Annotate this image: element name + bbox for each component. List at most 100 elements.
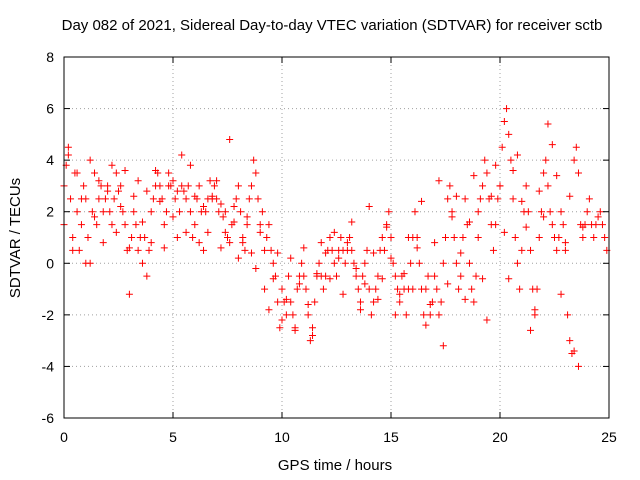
- data-point: [522, 182, 530, 190]
- data-point: [311, 298, 319, 306]
- data-point: [195, 239, 203, 247]
- data-point: [389, 259, 397, 267]
- data-point: [149, 195, 157, 203]
- data-point: [217, 200, 225, 208]
- data-point: [509, 166, 517, 174]
- data-point: [319, 285, 327, 293]
- data-point: [330, 259, 338, 267]
- data-point: [300, 244, 308, 252]
- data-point: [367, 311, 375, 319]
- data-point: [435, 177, 443, 185]
- data-point: [217, 244, 225, 252]
- data-point: [145, 246, 153, 254]
- data-point: [206, 177, 214, 185]
- data-point: [474, 234, 482, 241]
- data-point: [439, 342, 447, 350]
- data-point: [435, 311, 443, 319]
- data-point: [91, 169, 99, 177]
- data-point: [511, 234, 519, 241]
- data-point: [479, 182, 487, 190]
- data-point: [182, 228, 190, 236]
- data-point: [84, 234, 92, 241]
- data-point: [546, 208, 554, 216]
- data-point: [500, 117, 508, 125]
- data-point: [363, 246, 371, 254]
- data-point: [387, 234, 395, 241]
- data-point: [378, 275, 386, 283]
- data-point: [247, 249, 255, 257]
- data-point: [561, 239, 569, 247]
- data-point: [141, 234, 149, 241]
- data-point: [415, 259, 423, 267]
- data-point: [130, 208, 138, 216]
- data-point: [579, 223, 587, 231]
- data-point: [359, 272, 367, 280]
- data-point: [426, 311, 434, 319]
- data-point: [160, 221, 168, 229]
- data-point: [121, 221, 129, 229]
- data-point: [165, 169, 173, 177]
- y-tick-label: 8: [46, 49, 54, 65]
- data-point: [579, 234, 587, 241]
- data-point: [234, 182, 242, 190]
- data-point: [287, 298, 295, 306]
- data-point: [341, 259, 349, 267]
- data-point: [596, 208, 604, 216]
- y-tick-label: 0: [46, 255, 54, 271]
- data-point: [138, 218, 146, 226]
- data-point: [374, 295, 382, 303]
- data-point: [317, 239, 325, 247]
- data-point: [291, 326, 299, 334]
- data-point: [348, 246, 356, 254]
- x-tick-label: 15: [383, 429, 399, 445]
- data-point: [465, 218, 473, 226]
- data-point: [134, 177, 142, 185]
- data-point: [476, 195, 484, 203]
- data-point: [176, 208, 184, 216]
- data-point: [304, 301, 312, 309]
- data-point: [356, 306, 364, 314]
- data-point: [322, 249, 330, 257]
- data-point: [513, 259, 521, 267]
- x-tick-label: 25: [601, 429, 617, 445]
- data-point: [402, 311, 410, 319]
- data-point: [431, 272, 439, 280]
- data-point: [91, 213, 99, 221]
- data-point: [110, 195, 118, 203]
- data-point: [396, 290, 404, 298]
- data-point: [328, 246, 336, 254]
- data-point: [64, 151, 72, 159]
- data-point: [590, 234, 598, 241]
- data-point: [583, 208, 591, 216]
- data-point: [598, 221, 606, 229]
- data-point: [601, 234, 609, 241]
- data-point: [411, 208, 419, 216]
- data-point: [202, 208, 210, 216]
- data-point: [487, 192, 495, 200]
- data-point: [527, 246, 535, 254]
- data-point: [309, 331, 317, 339]
- data-point: [304, 311, 312, 319]
- data-point: [162, 208, 170, 216]
- x-tick-label: 0: [60, 429, 68, 445]
- data-point: [250, 156, 258, 164]
- data-point: [200, 246, 208, 254]
- data-point: [518, 197, 526, 205]
- x-tick-label: 20: [492, 429, 508, 445]
- data-point: [542, 156, 550, 164]
- data-point: [420, 311, 428, 319]
- data-point: [77, 221, 85, 229]
- data-point: [433, 285, 441, 293]
- data-point: [461, 295, 469, 303]
- data-point: [138, 259, 146, 267]
- data-point: [230, 203, 238, 211]
- data-point: [282, 295, 290, 303]
- data-point: [315, 259, 323, 267]
- data-point: [422, 321, 430, 329]
- data-point: [352, 272, 360, 280]
- data-point: [191, 192, 199, 200]
- data-point: [106, 208, 114, 216]
- data-point: [104, 187, 112, 195]
- data-point: [424, 272, 432, 280]
- data-point: [186, 161, 194, 169]
